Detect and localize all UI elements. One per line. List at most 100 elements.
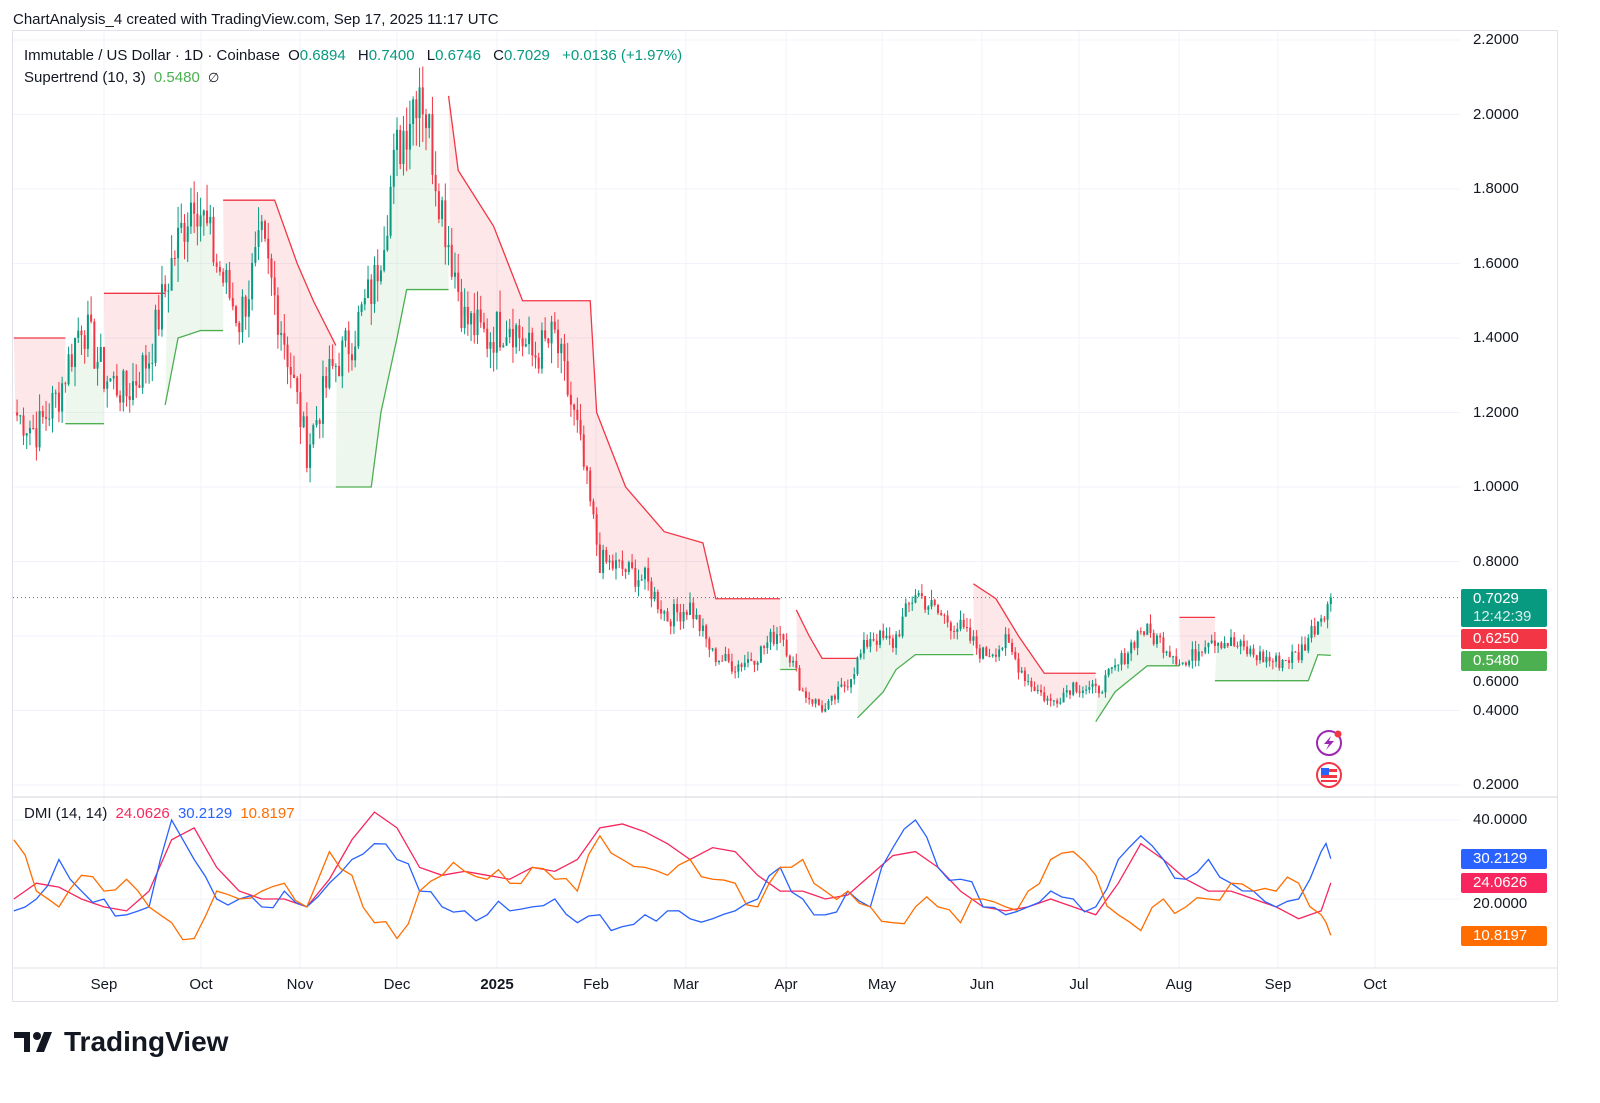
candle-body	[109, 378, 112, 382]
low-label: L	[426, 47, 436, 64]
price-legend[interactable]: Immutable / US Dollar · 1D · Coinbase O0…	[24, 47, 686, 64]
supertrend-fill-down	[13, 338, 66, 442]
candle-body	[289, 366, 292, 375]
candle-body	[202, 210, 205, 216]
candle-body	[595, 514, 598, 545]
candle-body	[119, 395, 122, 403]
candle-body	[978, 648, 981, 659]
candle-body	[817, 699, 820, 706]
candle-body	[634, 568, 637, 587]
time-axis-label: Apr	[774, 976, 798, 993]
candle-body	[315, 420, 318, 426]
event-icons[interactable]	[1314, 729, 1344, 791]
dmi-axis-label: 20.0000	[1473, 895, 1528, 912]
chart-frame	[12, 30, 1558, 1002]
candle-body	[727, 653, 730, 662]
candle-body	[502, 345, 505, 348]
supertrend-line-up	[1214, 653, 1331, 682]
price-axis-label: 0.8000	[1473, 552, 1519, 570]
price-axis-label: 2.2000	[1473, 31, 1519, 48]
candle-body	[1220, 642, 1223, 649]
candle-body	[602, 549, 605, 573]
candle-body	[1252, 648, 1255, 656]
candle-body	[982, 647, 985, 659]
change-value: +0.0136 (+1.97%)	[562, 47, 683, 64]
candle-body	[51, 393, 54, 419]
candle-body	[244, 296, 247, 317]
candle-body	[41, 411, 44, 417]
candle-body	[1226, 643, 1229, 647]
candle-body	[1130, 642, 1133, 654]
candle-body	[383, 250, 386, 271]
candle-body	[215, 262, 218, 267]
candle-body	[106, 381, 109, 389]
candle-body	[708, 638, 711, 650]
candle-body	[824, 708, 827, 712]
tradingview-logo[interactable]: TradingView	[14, 1026, 228, 1058]
candle-body	[521, 338, 524, 347]
candle-body	[141, 355, 144, 388]
candle-body	[1210, 640, 1213, 644]
supertrend-fill-down	[1179, 617, 1215, 665]
candle-body	[737, 664, 740, 672]
candle-body	[1001, 648, 1004, 650]
dmi-legend[interactable]: DMI (14, 14) 24.0626 30.2129 10.8197	[24, 805, 299, 822]
candle-body	[1027, 680, 1030, 682]
candle-body	[341, 340, 344, 377]
hidden-values-icon[interactable]: ∅	[207, 70, 220, 85]
candle-body	[1120, 653, 1123, 665]
candle-body	[1262, 651, 1265, 663]
candle-body	[969, 627, 972, 641]
supertrend-line-up	[857, 653, 974, 719]
last-price-value: 0.7029	[1473, 590, 1519, 607]
supertrend-fill-up	[165, 203, 224, 406]
candle-body	[247, 299, 250, 317]
bar-countdown: 12:42:39	[1473, 608, 1532, 625]
candle-body	[54, 392, 57, 394]
candle-body	[357, 312, 360, 347]
candle-body	[473, 313, 476, 336]
lightning-event-icon[interactable]	[1316, 730, 1342, 756]
candle-body	[309, 444, 312, 468]
candle-body	[460, 291, 463, 329]
candle-body	[302, 416, 305, 428]
candle-body	[463, 306, 466, 329]
candle-body	[74, 337, 77, 367]
candle-body	[756, 662, 759, 665]
dmi-label: DMI (14, 14)	[24, 805, 108, 822]
candle-body	[676, 604, 679, 613]
supertrend-fill-up	[857, 593, 974, 718]
candle-body	[321, 376, 324, 424]
candle-body	[286, 344, 289, 367]
candle-body	[376, 264, 379, 282]
candle-body	[959, 619, 962, 629]
snapshot-caption: ChartAnalysis_4 created with TradingView…	[13, 11, 499, 28]
price-axis-label: 0.6000	[1473, 673, 1519, 690]
candle-body	[402, 130, 405, 165]
candle-body	[1242, 640, 1245, 647]
candle-body	[1159, 635, 1162, 638]
low-value: 0.6746	[435, 47, 481, 64]
candle-body	[975, 636, 978, 649]
candle-body	[1059, 702, 1062, 704]
dmi-adx-value: 24.0626	[115, 805, 170, 822]
us-flag-event-icon[interactable]	[1316, 762, 1342, 788]
candle-body	[489, 341, 492, 349]
candle-body	[196, 213, 199, 227]
candle-body	[850, 679, 853, 688]
candle-body	[466, 306, 469, 325]
candle-body	[437, 191, 440, 220]
candle-body	[70, 354, 73, 367]
symbol-label: Immutable / US Dollar · 1D · Coinbase	[24, 47, 280, 64]
candle-body	[19, 415, 22, 417]
price-axis-label: 1.8000	[1473, 180, 1519, 197]
candle-body	[1030, 680, 1033, 687]
open-value: 0.6894	[299, 47, 346, 64]
candle-body	[425, 114, 427, 129]
candle-body	[1294, 651, 1297, 653]
candle-body	[389, 186, 392, 236]
candle-body	[524, 344, 527, 347]
supertrend-legend[interactable]: Supertrend (10, 3) 0.5480 ∅	[24, 69, 223, 86]
candle-body	[1004, 634, 1007, 649]
